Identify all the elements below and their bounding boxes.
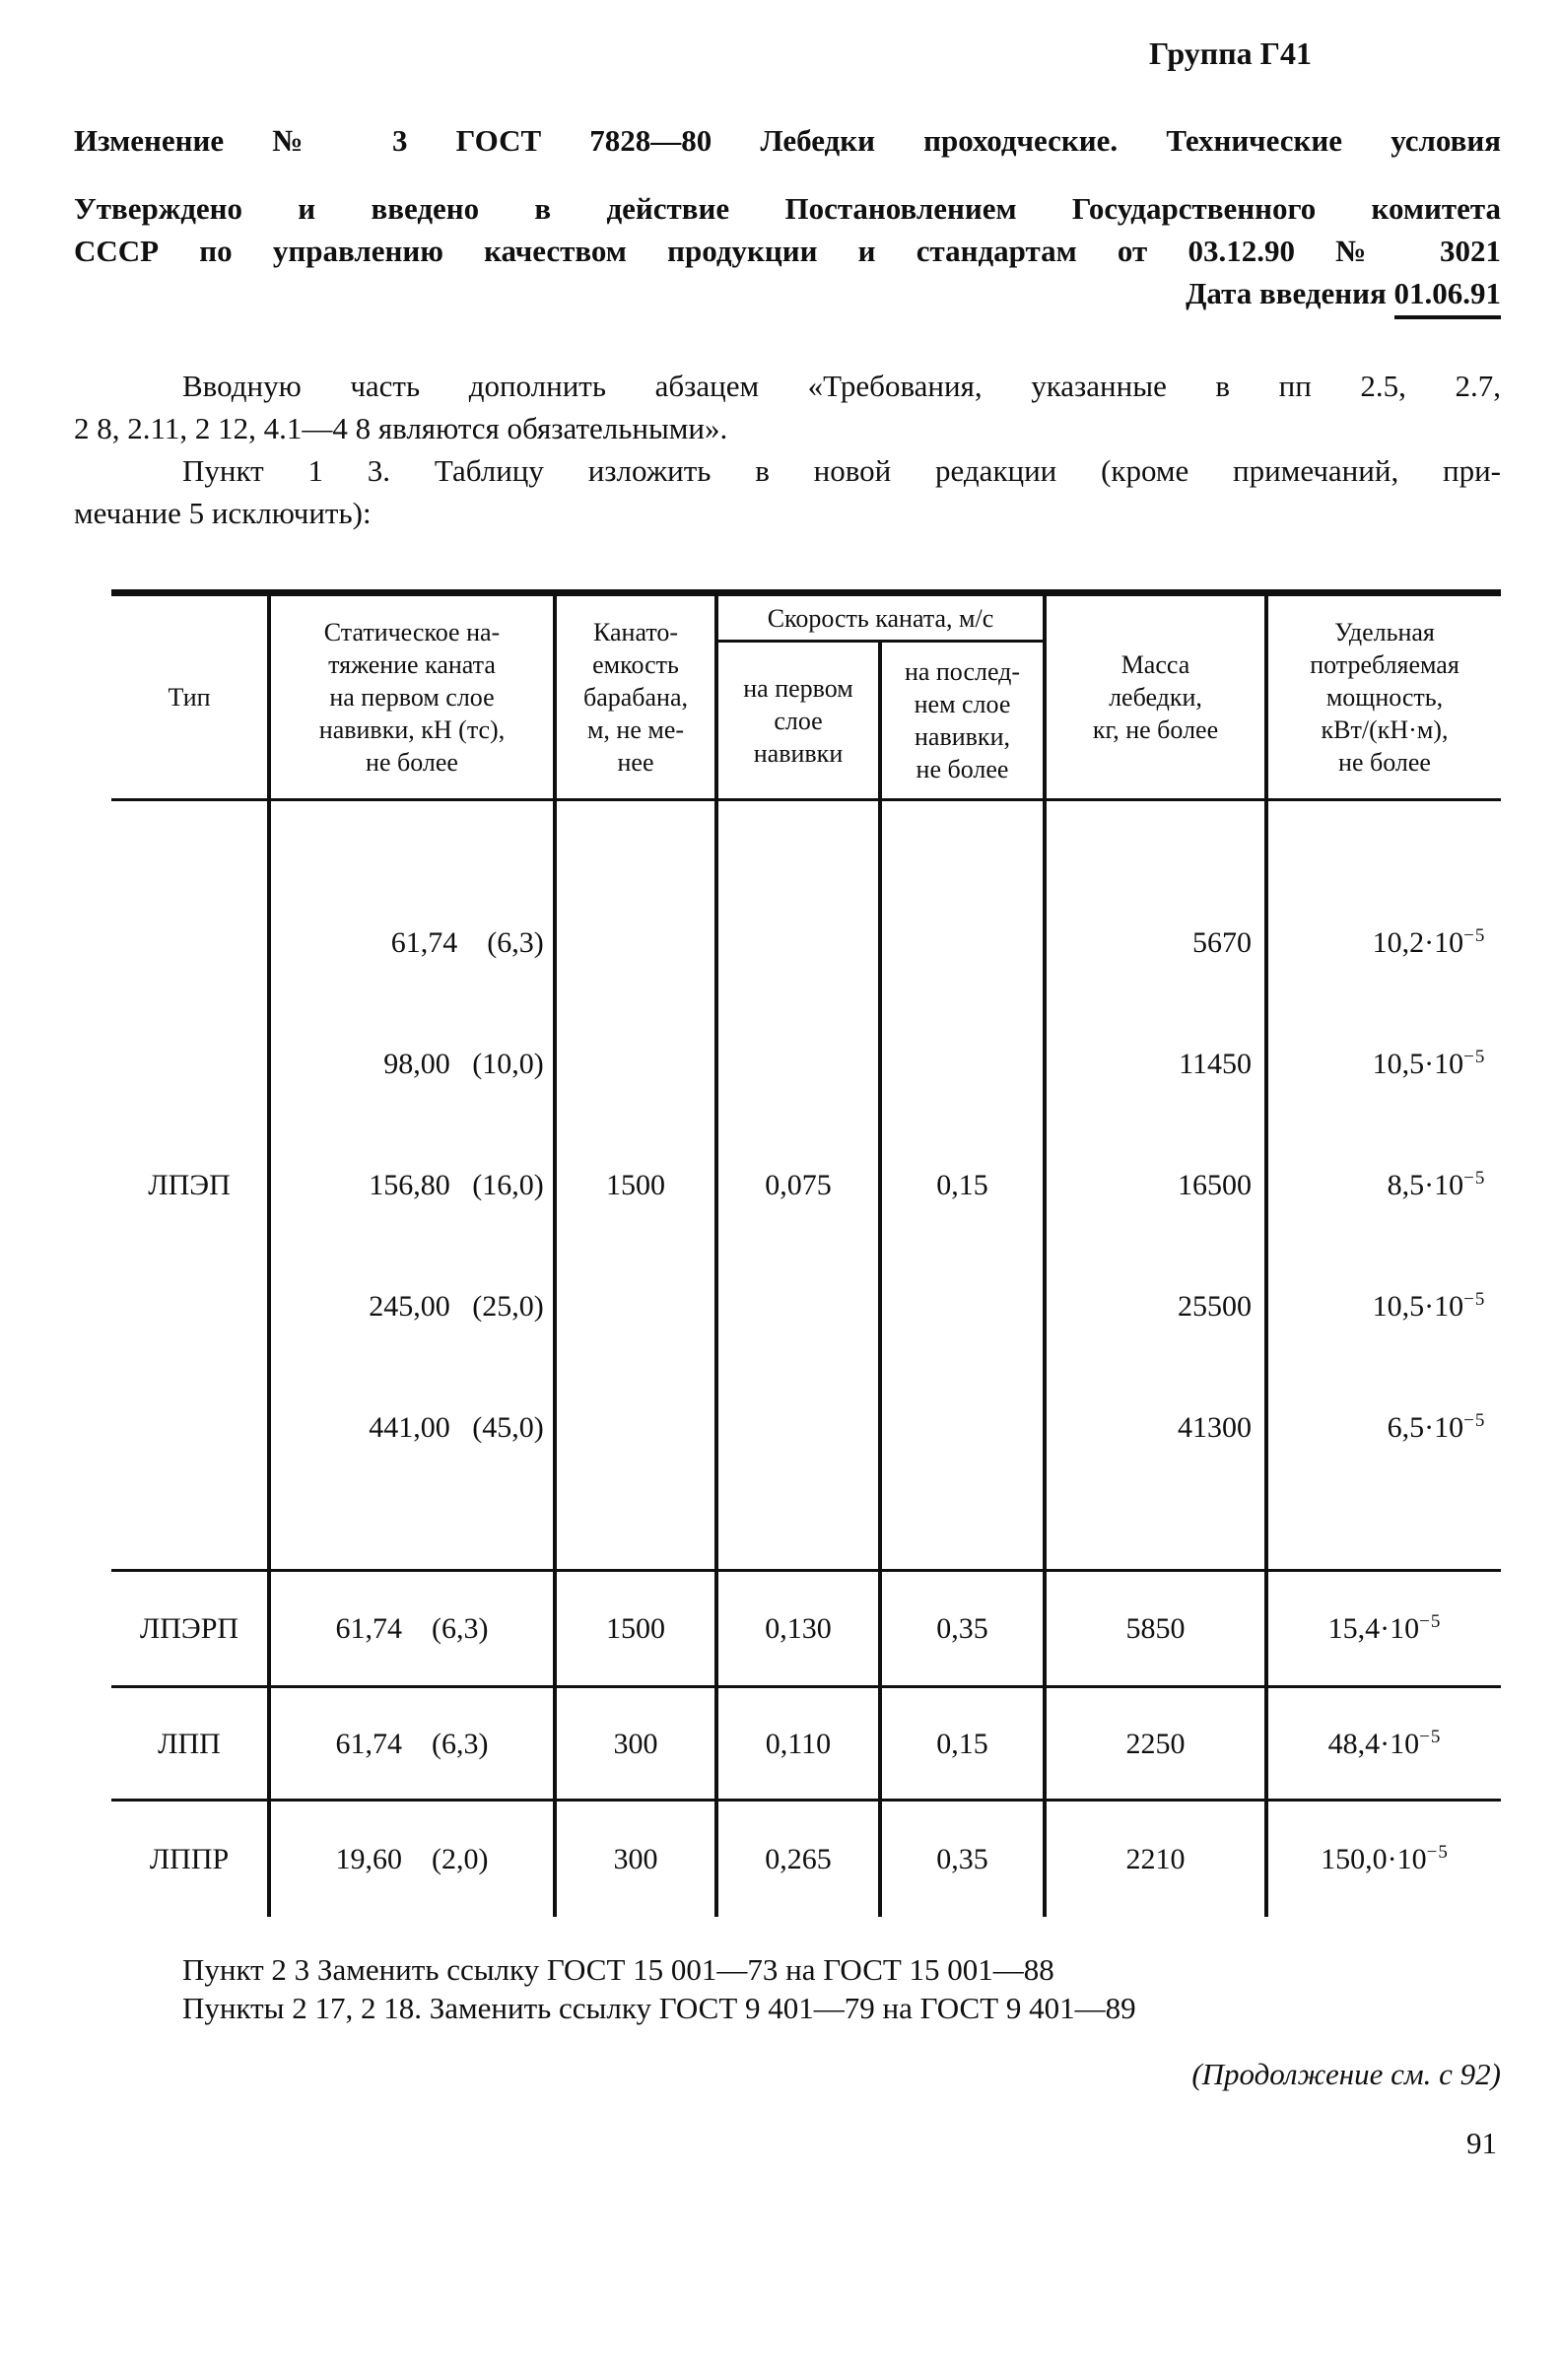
page-content: Группа Г41 Изменение № 3 ГОСТ 7828—80 Ле… bbox=[74, 35, 1501, 2160]
effective-date-value: 01.06.91 bbox=[1393, 272, 1501, 319]
paragraph-table-note: Пункт 1 3. Таблицу изложить в новой реда… bbox=[74, 449, 1501, 534]
cell-capacity: 1500 bbox=[553, 799, 716, 1571]
header-speed-last-layer: на послед- нем слое навивки, не более bbox=[878, 641, 1045, 801]
spec-table-header: Тип Статическое на- тяжение каната на пе… bbox=[111, 592, 1501, 801]
cell-tension: 61,74 (6,3) 98,00 (10,0) 156,80 (16,0) 2… bbox=[267, 799, 555, 1571]
tension-values: 61,74 (6,3) 98,00 (10,0) 156,80 (16,0) 2… bbox=[369, 842, 543, 1529]
cell-type: ЛППР bbox=[111, 1799, 269, 1917]
mass-value: 41300 bbox=[1178, 1411, 1252, 1444]
tension-value: 98,00 (10,0) bbox=[383, 1048, 544, 1080]
effective-date-label: Дата введения bbox=[1186, 276, 1394, 310]
cell-mass: 2250 bbox=[1043, 1685, 1266, 1801]
cell-capacity: 300 bbox=[553, 1799, 716, 1917]
approval-block: Утверждено и введено в действие Постанов… bbox=[74, 187, 1501, 319]
paragraph-intro-line-2: 2 8, 2.11, 2 12, 4.1—4 8 являются обязат… bbox=[74, 411, 728, 445]
cell-speed-first: 0,130 bbox=[714, 1569, 880, 1687]
table-row-lperp: ЛПЭРП 61,74 (6,3) 1500 0,130 0,35 5850 1… bbox=[111, 1569, 1501, 1687]
approval-line-2: СССР по управлению качеством продукции и… bbox=[74, 234, 1501, 268]
tension-value: 441,00 (45,0) bbox=[369, 1411, 544, 1444]
header-mass: Масса лебедки, кг, не более bbox=[1043, 592, 1266, 801]
cell-capacity: 300 bbox=[553, 1685, 716, 1801]
tension-value: 245,00 (25,0) bbox=[369, 1290, 544, 1323]
mass-value: 16500 bbox=[1178, 1169, 1252, 1201]
spec-table-body: ЛПЭП 61,74 (6,3) 98,00 (10,0) 156,80 (16… bbox=[111, 799, 1501, 1917]
table-row-lppr: ЛППР 19,60 (2,0) 300 0,265 0,35 2210 150… bbox=[111, 1799, 1501, 1917]
power-value: 8,5·10−5 bbox=[1387, 1168, 1486, 1201]
page-number: 91 bbox=[1466, 2125, 1497, 2160]
cell-tension: 61,74 (6,3) bbox=[267, 1569, 555, 1687]
mass-value: 25500 bbox=[1178, 1290, 1252, 1323]
cell-speed-first: 0,075 bbox=[714, 799, 880, 1571]
footer-amendments: Пункт 2 3 Заменить ссылку ГОСТ 15 001—73… bbox=[74, 1950, 1501, 2027]
group-label: Группа Г41 bbox=[1149, 35, 1312, 71]
header-capacity: Канато- емкость барабана, м, не ме- нее bbox=[553, 592, 716, 801]
header-power: Удельная потребляемая мощность, кВт/(кН·… bbox=[1264, 592, 1501, 801]
cell-tension: 61,74 (6,3) bbox=[267, 1685, 555, 1801]
footer-amendment-2: Пункты 2 17, 2 18. Заменить ссылку ГОСТ … bbox=[182, 1990, 1136, 2025]
approval-line-1: Утверждено и введено в действие Постанов… bbox=[74, 191, 1501, 226]
power-value: 10,2·10−5 bbox=[1372, 925, 1486, 959]
spec-table: Тип Статическое на- тяжение каната на пе… bbox=[111, 589, 1501, 1917]
footer-amendment-1: Пункт 2 3 Заменить ссылку ГОСТ 15 001—73… bbox=[182, 1951, 1054, 1987]
power-value: 6,5·10−5 bbox=[1387, 1410, 1486, 1444]
cell-type: ЛПЭП bbox=[148, 1169, 231, 1201]
cell-speed-last: 0,15 bbox=[878, 1685, 1045, 1801]
tension-value: 156,80 (16,0) bbox=[369, 1169, 544, 1201]
cell-speed-first: 0,265 bbox=[714, 1799, 880, 1917]
mass-value: 5670 bbox=[1192, 926, 1252, 959]
power-value: 10,5·10−5 bbox=[1372, 1289, 1486, 1323]
header-speed-first-layer: на первом слое навивки bbox=[714, 641, 880, 801]
power-values: 10,2·10−5 10,5·10−5 8,5·10−5 10,5·10−5 6… bbox=[1373, 842, 1486, 1529]
cell-power: 48,4·10−5 bbox=[1264, 1685, 1501, 1801]
cell-speed-last: 0,35 bbox=[878, 1799, 1045, 1917]
tension-value: 61,74 (6,3) bbox=[390, 926, 544, 959]
cell-type: ЛПП bbox=[111, 1685, 269, 1801]
mass-values: 5670 11450 16500 25500 41300 bbox=[1148, 842, 1252, 1529]
table-row-lpp: ЛПП 61,74 (6,3) 300 0,110 0,15 2250 48,4… bbox=[111, 1685, 1501, 1801]
paragraph-intro: Вводную часть дополнить абзацем «Требова… bbox=[74, 365, 1501, 449]
cell-speed-first: 0,110 bbox=[714, 1685, 880, 1801]
cell-type: ЛПЭРП bbox=[111, 1569, 269, 1687]
cell-tension: 19,60 (2,0) bbox=[267, 1799, 555, 1917]
header-speed-group: Скорость каната, м/с bbox=[714, 592, 1045, 643]
doc-title: Изменение № 3 ГОСТ 7828—80 Лебедки прохо… bbox=[74, 123, 1501, 158]
cell-mass: 2210 bbox=[1043, 1799, 1266, 1917]
cell-power: 15,4·10−5 bbox=[1264, 1569, 1501, 1687]
mass-value: 11450 bbox=[1179, 1048, 1252, 1080]
header-type: Тип bbox=[111, 592, 269, 801]
cell-power: 10,2·10−5 10,5·10−5 8,5·10−5 10,5·10−5 6… bbox=[1264, 799, 1501, 1571]
power-value: 10,5·10−5 bbox=[1372, 1047, 1486, 1080]
paragraph-table-note-line-1: Пункт 1 3. Таблицу изложить в новой реда… bbox=[182, 453, 1501, 488]
cell-mass: 5850 bbox=[1043, 1569, 1266, 1687]
cell-power: 150,0·10−5 bbox=[1264, 1799, 1501, 1917]
cell-speed-last: 0,15 bbox=[878, 799, 1045, 1571]
paragraph-table-note-line-2: мечание 5 исключить): bbox=[74, 496, 372, 530]
cell-speed-last: 0,35 bbox=[878, 1569, 1045, 1687]
continuation-note: (Продолжение см. с 92) bbox=[1191, 2056, 1501, 2091]
effective-date-line: Дата введения 01.06.91 bbox=[74, 272, 1501, 319]
cell-capacity: 1500 bbox=[553, 1569, 716, 1687]
paragraph-intro-line-1: Вводную часть дополнить абзацем «Требова… bbox=[182, 369, 1501, 403]
cell-mass: 5670 11450 16500 25500 41300 bbox=[1043, 799, 1266, 1571]
header-tension: Статическое на- тяжение каната на первом… bbox=[267, 592, 555, 801]
table-row-lpep: ЛПЭП 61,74 (6,3) 98,00 (10,0) 156,80 (16… bbox=[111, 799, 1501, 1571]
